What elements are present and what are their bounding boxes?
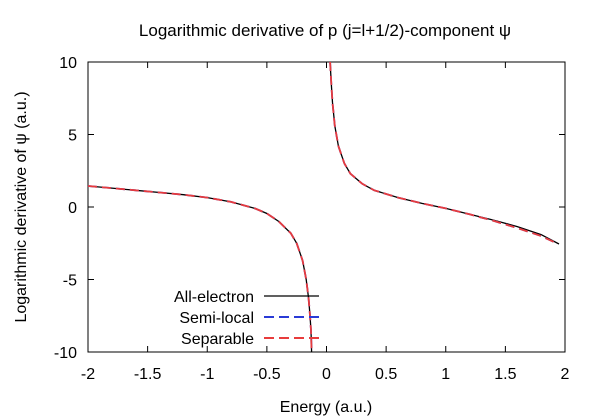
x-axis-label: Energy (a.u.) — [280, 399, 372, 416]
y-tick-label: 0 — [68, 200, 77, 217]
legend-label-separable: Separable — [181, 331, 254, 348]
x-tick-label: -1.5 — [134, 366, 162, 383]
x-tick-label: 1 — [441, 366, 450, 383]
y-axis: -10 -5 0 5 10 — [54, 55, 565, 362]
x-tick-label: -0.5 — [253, 366, 281, 383]
series-line-all-electron — [329, 61, 560, 245]
x-tick-label: 1.5 — [494, 366, 516, 383]
series-line-separable — [87, 185, 313, 353]
x-tick-label: 2 — [561, 366, 570, 383]
y-axis-label: Logarithmic derivative of ψ (a.u.) — [13, 91, 30, 322]
legend-label-semi-local: Semi-local — [179, 310, 254, 327]
y-tick-label: -10 — [54, 345, 77, 362]
x-tick-label: 0.5 — [375, 366, 397, 383]
series-line-all-electron — [87, 185, 313, 353]
series-line-semi-local — [87, 185, 313, 353]
series-layer — [87, 61, 560, 353]
y-tick-label: 10 — [59, 55, 77, 72]
y-tick-label: -5 — [63, 273, 77, 290]
x-axis: -2 -1.5 -1 -0.5 0 0.5 1 1.5 2 — [81, 62, 570, 383]
x-tick-label: 0 — [322, 366, 331, 383]
legend: All-electron Semi-local Separable — [174, 289, 319, 348]
series-line-separable — [329, 61, 558, 245]
legend-label-all-electron: All-electron — [174, 289, 254, 306]
chart-title: Logarithmic derivative of p (j=l+1/2)-co… — [139, 21, 511, 40]
y-tick-label: 5 — [68, 128, 77, 145]
x-tick-label: -1 — [200, 366, 214, 383]
x-tick-label: -2 — [81, 366, 95, 383]
plot-frame — [87, 61, 566, 353]
series-line-semi-local — [329, 61, 558, 245]
